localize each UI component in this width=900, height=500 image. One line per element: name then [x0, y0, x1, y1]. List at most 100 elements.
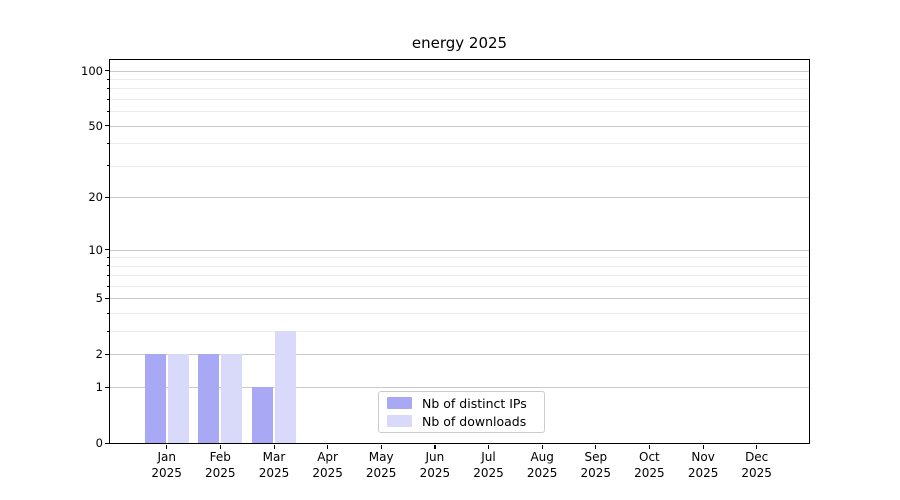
legend: Nb of distinct IPs Nb of downloads — [378, 391, 545, 433]
legend-swatch — [387, 397, 412, 409]
x-tick-label: Jul 2025 — [459, 450, 519, 481]
y-tick-mark-minor — [106, 274, 109, 276]
y-tick-label: 1 — [95, 380, 103, 395]
x-tick-label: Sep 2025 — [566, 450, 626, 481]
x-tick-label-month: Mar — [262, 450, 286, 464]
x-tick-label-month: Oct — [639, 450, 660, 464]
y-tick-mark-minor — [106, 142, 109, 144]
y-tick-label: 50 — [88, 118, 103, 133]
x-tick-label-year: 2025 — [151, 465, 182, 480]
gridline-major — [110, 387, 809, 389]
y-tick-mark — [104, 442, 109, 444]
x-tick-mark — [541, 445, 543, 449]
gridline-major — [110, 125, 809, 127]
x-tick-mark — [595, 445, 597, 449]
x-tick-label-month: Jun — [425, 450, 445, 464]
x-tick-mark — [219, 445, 221, 449]
x-tick-label-year: 2025 — [634, 465, 665, 480]
x-tick-label-year: 2025 — [473, 465, 504, 480]
x-tick-label: Mar 2025 — [244, 450, 304, 481]
bar — [198, 354, 220, 443]
gridline-minor — [110, 143, 809, 145]
x-tick-label-year: 2025 — [365, 465, 397, 480]
x-tick-label-month: Dec — [745, 450, 769, 464]
y-tick-mark — [104, 196, 109, 198]
chart-title: energy 2025 — [411, 34, 508, 52]
bar — [167, 354, 189, 443]
y-tick-mark-minor — [106, 256, 109, 258]
y-tick-mark-minor — [106, 265, 109, 267]
y-tick-mark — [104, 353, 109, 356]
gridline-minor — [110, 265, 809, 267]
gridline-minor — [110, 165, 809, 167]
x-tick-label-month: Apr — [317, 450, 338, 464]
gridline-major — [110, 197, 809, 199]
x-tick-mark — [702, 445, 704, 449]
y-tick-label: 10 — [88, 242, 103, 257]
x-tick-label-month: May — [368, 450, 394, 464]
x-tick-label-year: 2025 — [312, 465, 343, 480]
gridline-minor — [110, 99, 809, 100]
plot-area — [110, 60, 809, 443]
x-tick-label-year: 2025 — [741, 465, 772, 480]
x-tick-mark — [273, 445, 275, 449]
bar — [221, 354, 243, 443]
bar — [144, 354, 166, 443]
gridline-major — [110, 298, 809, 300]
x-tick-label-year: 2025 — [526, 465, 558, 480]
gridline-minor — [110, 257, 809, 259]
y-tick-label: 5 — [95, 291, 103, 306]
x-tick-label: Apr 2025 — [298, 450, 358, 481]
x-tick-label-year: 2025 — [419, 465, 451, 480]
y-tick-mark-minor — [106, 285, 109, 287]
x-tick-mark — [434, 445, 436, 449]
x-tick-label-year: 2025 — [258, 465, 290, 480]
y-tick-mark — [104, 125, 109, 127]
x-tick-label-month: Feb — [209, 450, 231, 464]
gridline-minor — [110, 111, 809, 113]
x-tick-label: Feb 2025 — [190, 450, 250, 481]
x-tick-label: Jan 2025 — [137, 450, 197, 481]
gridline-minor — [110, 275, 809, 277]
y-tick-mark-minor — [106, 78, 109, 80]
y-tick-mark-minor — [106, 87, 109, 89]
y-tick-label: 0 — [95, 436, 103, 450]
x-tick-mark — [488, 445, 490, 449]
x-tick-label: Aug 2025 — [512, 450, 572, 481]
bar — [252, 387, 273, 443]
x-tick-label: Nov 2025 — [673, 450, 733, 481]
y-tick-mark-minor — [106, 165, 109, 167]
legend-entry: Nb of distinct IPs — [379, 394, 544, 412]
x-tick-mark — [166, 445, 168, 449]
y-tick-label: 20 — [88, 190, 103, 205]
y-tick-mark — [104, 70, 109, 72]
gridline-minor — [110, 331, 809, 333]
y-tick-mark — [104, 249, 109, 251]
x-tick-label-month: Aug — [530, 450, 554, 464]
x-tick-label-month: Jul — [481, 450, 496, 464]
x-tick-mark — [380, 445, 382, 449]
y-tick-mark-minor — [106, 330, 109, 332]
legend-entry: Nb of downloads — [379, 412, 544, 430]
x-tick-mark — [648, 445, 651, 449]
x-tick-label: Jun 2025 — [405, 450, 465, 481]
gridline-major — [110, 249, 809, 251]
y-tick-mark — [104, 386, 109, 388]
y-tick-label: 2 — [95, 347, 103, 362]
legend-label: Nb of distinct IPs — [422, 395, 527, 411]
x-tick-label-year: 2025 — [687, 465, 719, 480]
x-tick-label-year: 2025 — [580, 465, 612, 480]
gridline-minor — [110, 313, 809, 315]
y-tick-mark-minor — [106, 110, 109, 112]
gridline-minor — [110, 79, 809, 80]
gridline-major — [110, 70, 809, 72]
legend-swatch — [387, 415, 412, 427]
x-tick-label-month: Jan — [157, 450, 176, 464]
x-tick-label-year: 2025 — [205, 465, 236, 480]
y-tick-label: 100 — [81, 63, 103, 78]
x-tick-mark — [327, 445, 329, 449]
gridline-minor — [110, 286, 809, 287]
bar — [275, 331, 296, 443]
legend-label: Nb of downloads — [422, 413, 527, 429]
x-tick-label: May 2025 — [351, 450, 411, 481]
